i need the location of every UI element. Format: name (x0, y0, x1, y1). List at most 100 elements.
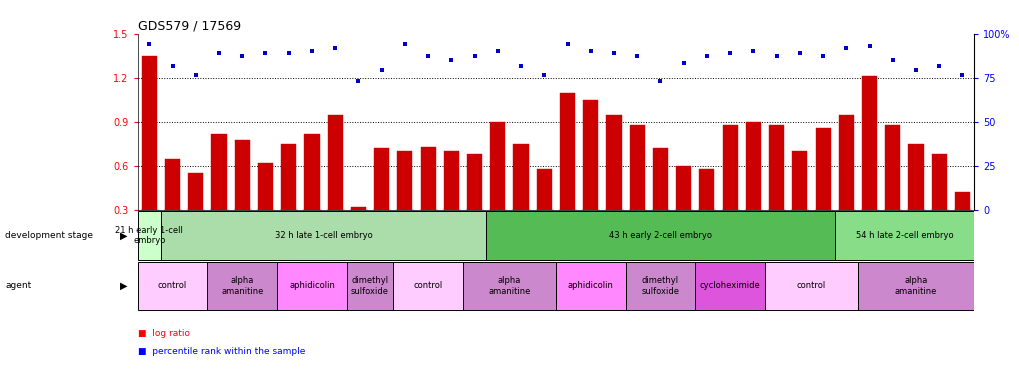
Point (558, 41, 575, 47)
Bar (138, 262, 207, 310)
Bar (277, 262, 346, 310)
Bar (467, 154, 482, 254)
Point (513, 63, 529, 69)
Point (141, 41, 157, 47)
Bar (676, 166, 691, 254)
Bar (397, 151, 412, 254)
Text: dimethyl
sulfoxide: dimethyl sulfoxide (351, 276, 388, 296)
Point (930, 63, 947, 69)
Point (860, 42, 876, 48)
Text: cycloheximide: cycloheximide (699, 281, 760, 290)
Point (629, 53, 645, 59)
Bar (327, 114, 342, 254)
Bar (721, 125, 737, 254)
Text: alpha
amanitine: alpha amanitine (488, 276, 530, 296)
Text: GDS579 / 17569: GDS579 / 17569 (138, 20, 240, 33)
Text: control: control (413, 281, 442, 290)
Point (536, 72, 552, 78)
Bar (695, 262, 764, 310)
Text: dimethyl
sulfoxide: dimethyl sulfoxide (641, 276, 679, 296)
Text: development stage: development stage (5, 231, 93, 240)
Bar (857, 262, 973, 310)
Bar (258, 163, 273, 254)
Point (767, 53, 784, 59)
Bar (792, 151, 807, 254)
Bar (954, 192, 969, 254)
Bar (281, 144, 296, 254)
Bar (420, 147, 435, 254)
Bar (393, 262, 463, 310)
Point (373, 68, 389, 74)
Bar (930, 154, 946, 254)
Point (466, 53, 482, 59)
Point (442, 57, 459, 63)
Bar (699, 169, 713, 254)
Text: aphidicolin: aphidicolin (568, 281, 613, 290)
Bar (490, 122, 504, 254)
Point (489, 48, 505, 54)
Bar (764, 262, 857, 310)
Point (814, 53, 830, 59)
Bar (536, 169, 551, 254)
Bar (443, 151, 459, 254)
Bar (463, 262, 555, 310)
Bar (652, 148, 667, 254)
Text: agent: agent (5, 281, 32, 290)
Point (605, 50, 622, 56)
Text: ■  percentile rank within the sample: ■ percentile rank within the sample (138, 347, 305, 356)
Bar (211, 134, 226, 254)
Bar (838, 114, 853, 254)
Bar (606, 114, 621, 254)
Text: 43 h early 2-cell embryo: 43 h early 2-cell embryo (608, 231, 711, 240)
Text: alpha
amanitine: alpha amanitine (221, 276, 263, 296)
Bar (304, 134, 319, 254)
Bar (189, 173, 203, 254)
Point (420, 53, 436, 59)
Text: 21 h early 1-cell
embryo: 21 h early 1-cell embryo (115, 226, 183, 245)
Bar (513, 144, 528, 254)
Point (280, 50, 297, 56)
Point (652, 78, 668, 84)
Text: control: control (796, 281, 825, 290)
Point (257, 50, 273, 56)
Bar (583, 100, 598, 254)
Bar (768, 125, 784, 254)
Point (954, 72, 970, 78)
Bar (138, 211, 161, 260)
Bar (374, 148, 389, 254)
Bar (834, 211, 973, 260)
Point (582, 48, 598, 54)
Point (164, 63, 180, 69)
Bar (346, 262, 393, 310)
Text: aphidicolin: aphidicolin (288, 281, 334, 290)
Text: ▶: ▶ (120, 281, 127, 291)
Text: ▶: ▶ (120, 230, 127, 240)
Bar (625, 262, 695, 310)
Point (698, 53, 714, 59)
Point (675, 60, 691, 66)
Point (907, 68, 923, 74)
Bar (142, 56, 157, 254)
Point (304, 48, 320, 54)
Bar (629, 125, 644, 254)
Bar (559, 93, 575, 254)
Point (838, 45, 854, 51)
Point (396, 41, 413, 47)
Point (327, 45, 343, 51)
Text: ■  log ratio: ■ log ratio (138, 328, 190, 338)
Text: control: control (158, 281, 187, 290)
Bar (165, 159, 180, 254)
Point (187, 72, 204, 78)
Bar (486, 211, 834, 260)
Bar (861, 76, 876, 254)
Text: 54 h late 2-cell embryo: 54 h late 2-cell embryo (855, 231, 953, 240)
Point (721, 50, 738, 56)
Text: 32 h late 1-cell embryo: 32 h late 1-cell embryo (274, 231, 372, 240)
Bar (207, 262, 277, 310)
Bar (908, 144, 922, 254)
Bar (815, 128, 829, 254)
Bar (555, 262, 625, 310)
Text: alpha
amanitine: alpha amanitine (894, 276, 936, 296)
Bar (884, 125, 900, 254)
Bar (745, 122, 760, 254)
